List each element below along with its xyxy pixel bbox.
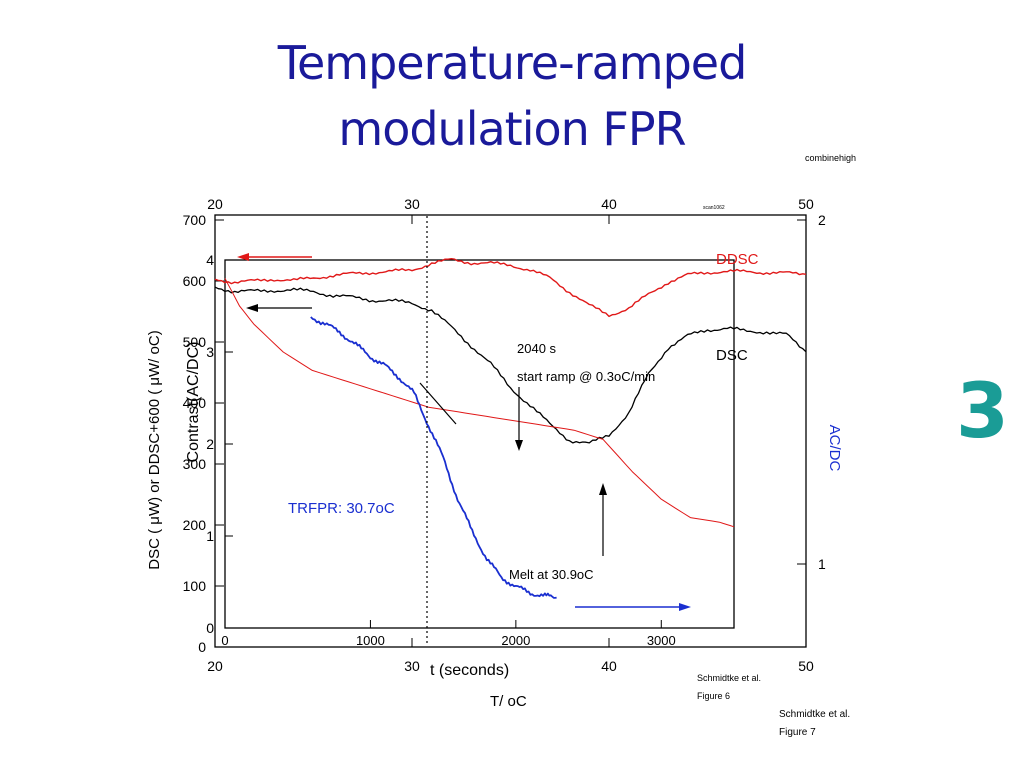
dsc-axis-title: DSC ( μW) or DDSC+600 ( μW/ oC) <box>146 330 163 569</box>
contrast-axis-tick-label: 3 <box>206 344 214 360</box>
contrast-axis-tick-label: 4 <box>206 252 214 268</box>
plot-frames <box>214 214 807 648</box>
bottom-temperature-tick-label: 50 <box>798 658 814 674</box>
bottom-temperature-tick-label: 20 <box>207 658 223 674</box>
melt-label: Melt at 30.9oC <box>509 567 594 582</box>
contrast-axis-title: Contrast(AC/DC) <box>185 342 202 463</box>
scan-tag: scan1062 <box>703 205 725 211</box>
text-labels: combinehigh scan1062 DDSC DSC 2040 s sta… <box>146 153 856 738</box>
ramp-rate-label: start ramp @ 0.3oC/min <box>517 369 655 384</box>
outer-plot-frame <box>214 214 807 648</box>
trfpr-label: TRFPR: 30.7oC <box>288 500 395 517</box>
ddsc-series-line <box>214 258 807 318</box>
slide-title-line-1: Temperature-ramped <box>277 36 748 90</box>
top-temperature-tick-label: 40 <box>601 196 617 212</box>
ddsc-label: DDSC <box>716 251 759 268</box>
dsc-axis-tick-label: 200 <box>183 517 207 533</box>
ddsc-arrow-head <box>237 253 249 261</box>
bottom-temperature-tick-label: 40 <box>601 658 617 674</box>
dsc-axis-tick-label: 100 <box>183 578 207 594</box>
ramp-arrow-head <box>515 440 523 451</box>
slide-number: 3 <box>956 366 1009 455</box>
time-axis-tick-label: 2000 <box>501 633 530 648</box>
slide-title: Temperature-ramped modulation FPR <box>0 30 1024 162</box>
dsc-arrow-head <box>246 304 258 312</box>
temperature-axis-title: T/ oC <box>490 693 527 710</box>
acdc-axis-tick-label: 2 <box>818 212 826 228</box>
top-temperature-tick-label: 20 <box>207 196 223 212</box>
contrast-axis-tick-label: 1 <box>206 528 214 544</box>
dsc-axis-tick-label: 300 <box>183 456 207 472</box>
dsc-label: DSC <box>716 347 748 364</box>
annotations <box>237 216 691 646</box>
acdc-axis-title: AC/DC <box>826 425 843 472</box>
figure6-author: Schmidtke et al. <box>697 673 761 683</box>
ramp-time-label: 2040 s <box>517 341 557 356</box>
acdc-arrow-head <box>679 603 691 611</box>
combine-tag: combinehigh <box>805 153 856 163</box>
top-temperature-tick-label: 50 <box>798 196 814 212</box>
trfpr-series-line <box>310 316 557 599</box>
dsc-axis-tick-label: 400 <box>183 395 207 411</box>
time-axis-tick-label: 0 <box>221 633 228 648</box>
dsc-series-line <box>214 286 807 444</box>
tangent-line <box>419 382 457 425</box>
figure7-author: Schmidtke et al. <box>779 709 850 720</box>
contrast-axis-tick-label: 0 <box>206 620 214 636</box>
series-lines <box>214 258 807 599</box>
contrast-axis-tick-label: 2 <box>206 436 214 452</box>
top-temperature-tick-label: 30 <box>404 196 420 212</box>
melt-arrow-head <box>599 483 607 495</box>
dsc-axis-tick-label: 0 <box>198 639 206 655</box>
dsc-axis-tick-label: 700 <box>183 212 207 228</box>
inner-plot-frame <box>224 259 735 629</box>
time-axis-tick-label: 1000 <box>356 633 385 648</box>
bottom-temperature-tick-label: 30 <box>404 658 420 674</box>
time-axis-tick-label: 3000 <box>647 633 676 648</box>
figure6-number: Figure 6 <box>697 691 730 701</box>
acdc-axis-tick-label: 1 <box>818 556 826 572</box>
dsc-axis-tick-label: 500 <box>183 334 207 350</box>
figure7-number: Figure 7 <box>779 727 816 738</box>
t-axis-title: t (seconds) <box>430 662 509 679</box>
contrast-red-series-line <box>224 278 735 528</box>
tick-labels: 2020303040405050010020030040050060070012… <box>183 196 826 674</box>
slide-title-line-2: modulation FPR <box>338 102 686 156</box>
dsc-axis-tick-label: 600 <box>183 273 207 289</box>
tick-marks <box>214 215 807 648</box>
